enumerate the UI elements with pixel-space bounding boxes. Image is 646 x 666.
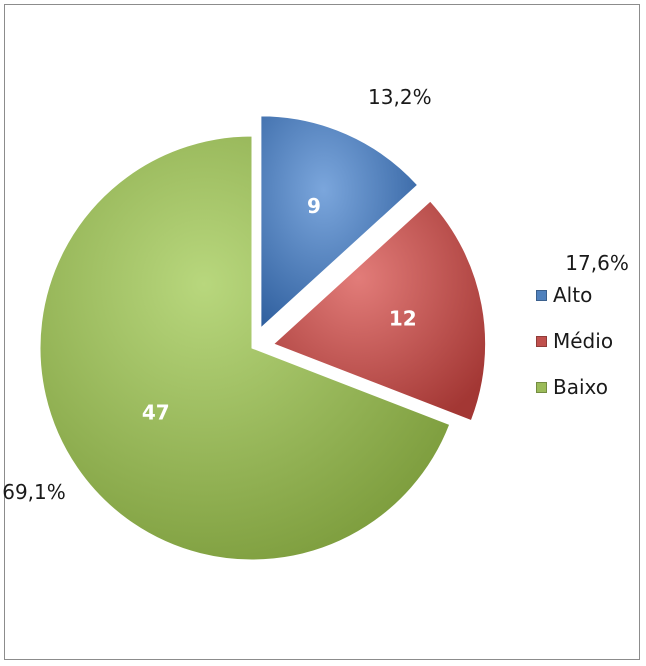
percent-label-alto: 13,2%	[368, 85, 432, 109]
percent-label-baixo: 69,1%	[2, 480, 66, 504]
legend: Alto Médio Baixo	[536, 283, 614, 422]
legend-label-medio: Médio	[553, 329, 614, 353]
value-label-baixo: 47	[142, 400, 170, 424]
legend-swatch-alto	[536, 289, 547, 301]
legend-item-baixo: Baixo	[536, 375, 613, 399]
legend-label-alto: Alto	[553, 283, 593, 307]
legend-item-medio: Médio	[536, 329, 614, 353]
legend-item-alto: Alto	[536, 283, 613, 307]
legend-label-baixo: Baixo	[553, 375, 608, 399]
value-label-alto: 9	[307, 194, 321, 218]
pie-slice-medio	[272, 200, 487, 422]
pie-slice-alto	[260, 115, 419, 330]
legend-swatch-medio	[536, 335, 547, 347]
percent-label-medio: 17,6%	[565, 251, 629, 275]
value-label-medio: 12	[389, 306, 417, 330]
pie-slice-baixo	[39, 135, 451, 561]
legend-swatch-baixo	[536, 381, 547, 393]
